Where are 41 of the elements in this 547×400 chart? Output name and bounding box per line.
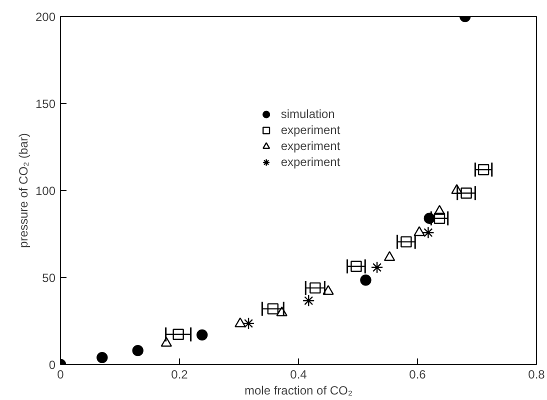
y-tick-label: 200 [35, 10, 56, 24]
point [451, 184, 462, 194]
point [234, 317, 246, 328]
point [434, 212, 446, 224]
x-tick-label: 0.4 [290, 368, 308, 382]
x-tick-label: 0 [57, 368, 64, 382]
y-tick-label: 0 [48, 358, 56, 372]
point [424, 212, 435, 224]
point [422, 226, 434, 239]
point [460, 188, 472, 199]
point [196, 329, 208, 341]
y-tick-label: 50 [42, 271, 56, 285]
point [172, 328, 184, 340]
y-tick-label: 150 [35, 97, 56, 111]
legend-label: experiment [280, 122, 340, 138]
point [370, 261, 384, 274]
point [360, 274, 372, 286]
point [160, 336, 172, 347]
point [276, 306, 288, 316]
point [384, 251, 396, 261]
point [242, 317, 255, 330]
point [414, 226, 425, 236]
y-axis-title: pressure of CO₂ (bar) [16, 133, 30, 248]
point [267, 303, 279, 314]
point [302, 294, 315, 307]
point [400, 236, 412, 248]
point [434, 205, 446, 215]
point [322, 285, 334, 295]
point [310, 282, 321, 294]
legend-label: experiment [280, 154, 340, 170]
x-tick-label: 0.2 [171, 368, 188, 382]
x-tick-label: 0.8 [528, 368, 546, 382]
point [478, 164, 490, 176]
x-tick-label: 0.6 [409, 368, 426, 382]
point [132, 344, 144, 356]
legend-label: simulation [280, 106, 335, 122]
legend-label: experiment [280, 138, 340, 154]
y-tick-label: 100 [35, 184, 56, 198]
point [96, 352, 108, 364]
x-axis-title: mole fraction of CO₂ [244, 384, 353, 398]
point [350, 260, 362, 272]
